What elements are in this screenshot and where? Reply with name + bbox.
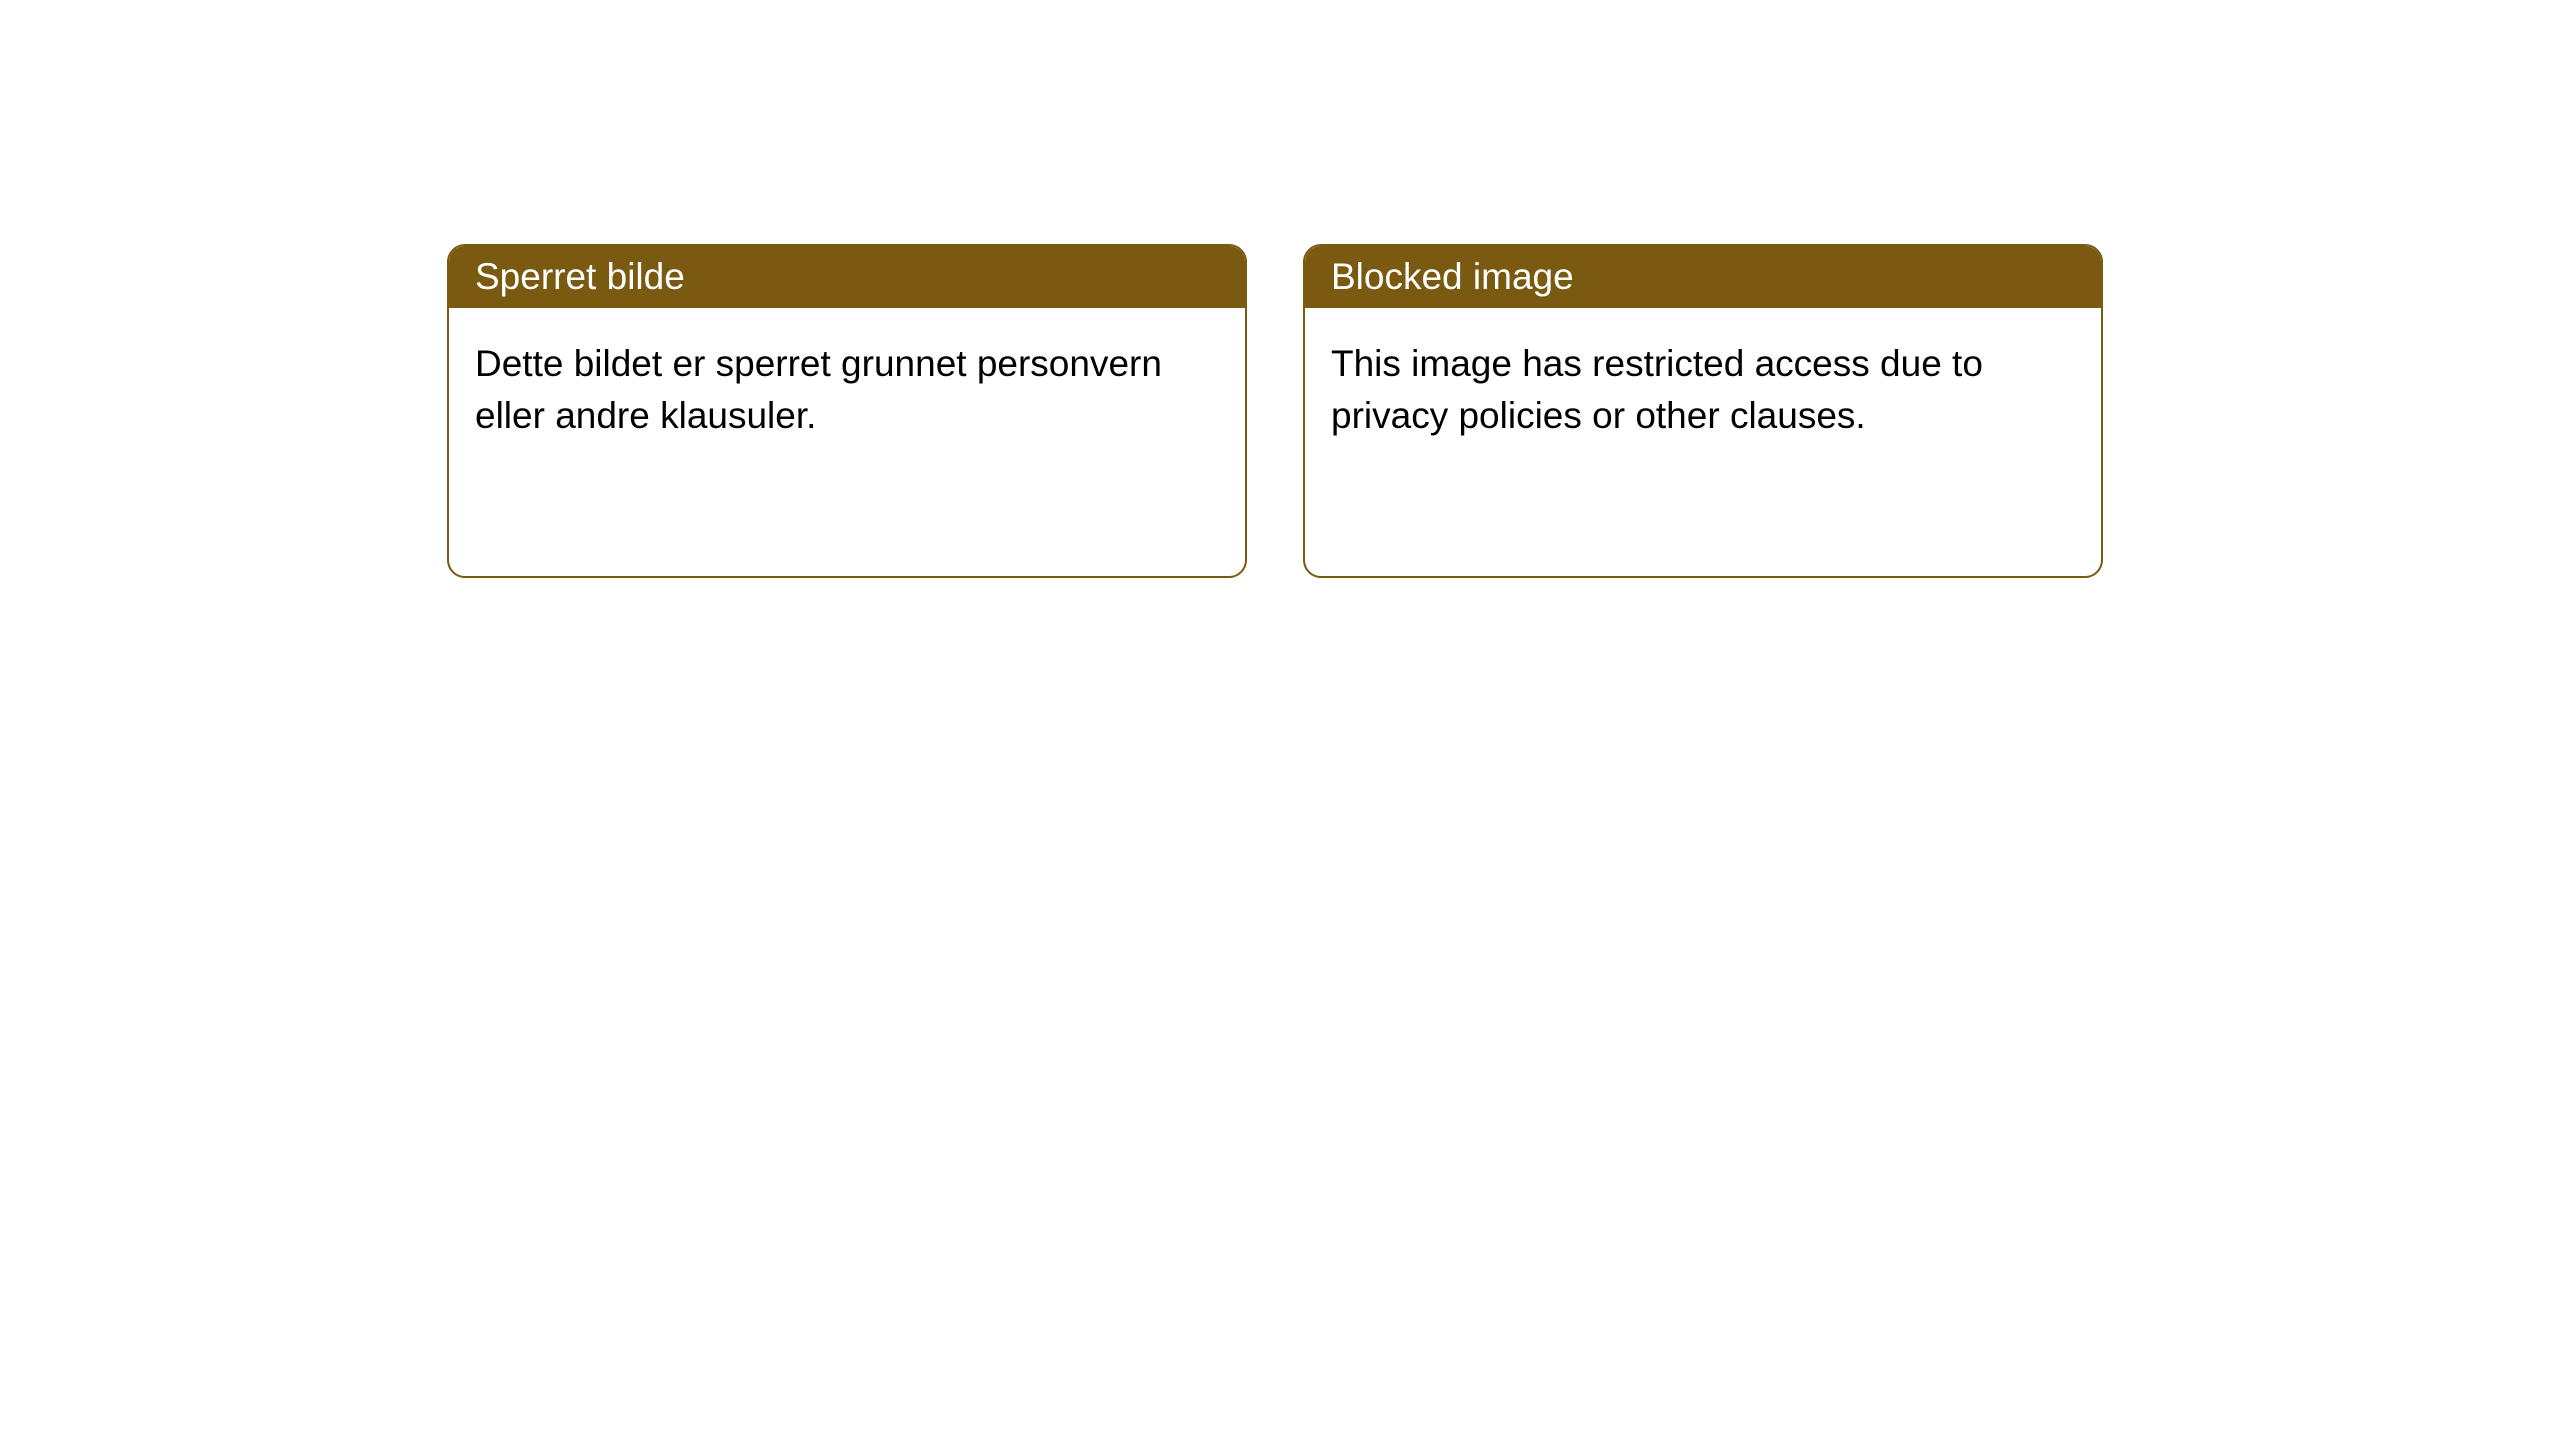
notice-header: Sperret bilde <box>449 246 1245 308</box>
notice-title: Blocked image <box>1331 256 1574 297</box>
notice-container: Sperret bilde Dette bildet er sperret gr… <box>447 244 2103 578</box>
notice-body-text: This image has restricted access due to … <box>1331 343 1983 436</box>
notice-body: Dette bildet er sperret grunnet personve… <box>449 308 1245 472</box>
notice-body: This image has restricted access due to … <box>1305 308 2101 472</box>
notice-title: Sperret bilde <box>475 256 685 297</box>
notice-box-norwegian: Sperret bilde Dette bildet er sperret gr… <box>447 244 1247 578</box>
notice-box-english: Blocked image This image has restricted … <box>1303 244 2103 578</box>
notice-body-text: Dette bildet er sperret grunnet personve… <box>475 343 1162 436</box>
notice-header: Blocked image <box>1305 246 2101 308</box>
